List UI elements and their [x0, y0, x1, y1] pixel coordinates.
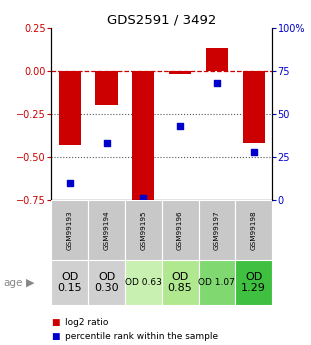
Text: age: age: [3, 278, 22, 288]
Text: ▶: ▶: [26, 278, 35, 288]
Point: [67, 180, 72, 186]
Text: OD
0.30: OD 0.30: [94, 273, 119, 293]
Bar: [243, 71, 265, 143]
Bar: [162, 260, 198, 305]
Title: GDS2591 / 3492: GDS2591 / 3492: [107, 13, 216, 27]
Text: GSM99195: GSM99195: [140, 210, 146, 250]
Text: OD
1.29: OD 1.29: [241, 273, 266, 293]
Text: OD
0.85: OD 0.85: [168, 273, 193, 293]
Text: GSM99198: GSM99198: [251, 210, 257, 250]
Text: OD 0.63: OD 0.63: [125, 278, 162, 287]
Bar: [235, 200, 272, 260]
Bar: [59, 71, 81, 145]
Bar: [169, 71, 191, 74]
Bar: [88, 260, 125, 305]
Bar: [51, 260, 88, 305]
Bar: [206, 48, 228, 71]
Bar: [125, 260, 162, 305]
Bar: [235, 260, 272, 305]
Bar: [198, 200, 235, 260]
Bar: [132, 71, 154, 200]
Point: [104, 140, 109, 146]
Bar: [125, 200, 162, 260]
Text: ■: ■: [51, 332, 60, 341]
Text: OD
0.15: OD 0.15: [58, 273, 82, 293]
Text: OD 1.07: OD 1.07: [198, 278, 235, 287]
Point: [178, 123, 183, 129]
Text: percentile rank within the sample: percentile rank within the sample: [65, 332, 218, 341]
Point: [141, 196, 146, 201]
Text: GSM99193: GSM99193: [67, 210, 73, 250]
Bar: [51, 200, 88, 260]
Point: [214, 80, 219, 86]
Point: [251, 149, 256, 155]
Text: GSM99194: GSM99194: [104, 210, 109, 250]
Text: log2 ratio: log2 ratio: [65, 318, 109, 327]
Bar: [162, 200, 198, 260]
Text: ■: ■: [51, 318, 60, 327]
Bar: [95, 71, 118, 105]
Bar: [88, 200, 125, 260]
Text: GSM99197: GSM99197: [214, 210, 220, 250]
Text: GSM99196: GSM99196: [177, 210, 183, 250]
Bar: [198, 260, 235, 305]
